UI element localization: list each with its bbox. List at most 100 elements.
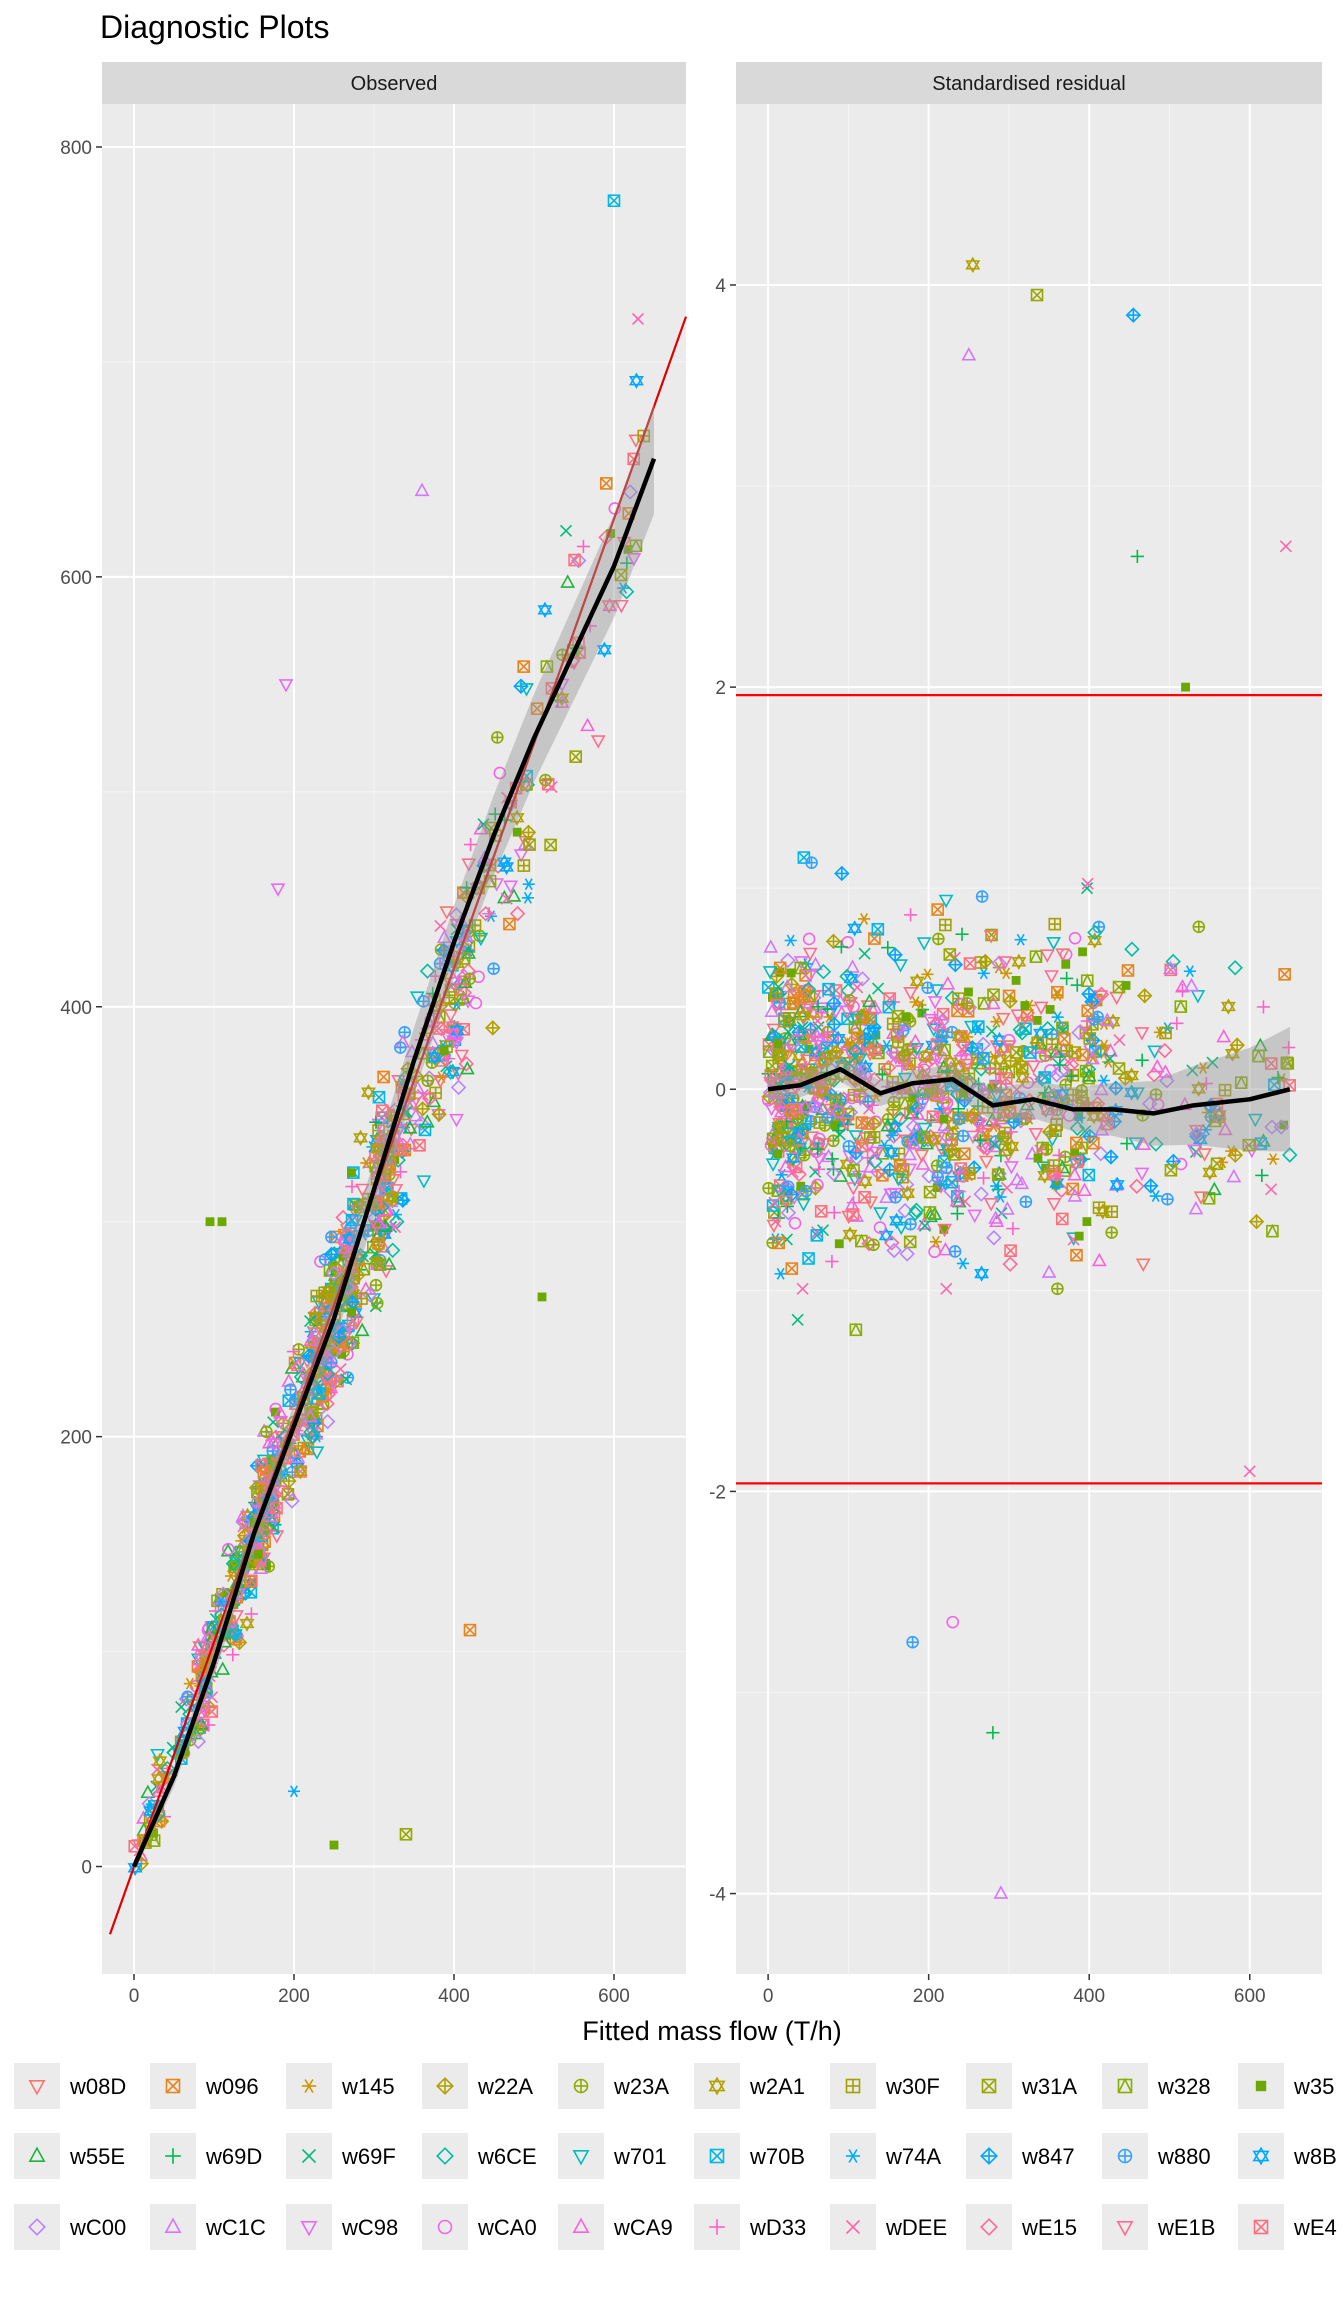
- y-tick-label: 200: [60, 1428, 92, 1449]
- y-tick-label: 2: [715, 678, 726, 699]
- legend: w08D w096 w145 w22A w23A w2A1 w30F w31A w328 w35 w…: [14, 2063, 1337, 2250]
- data-point: [867, 1238, 880, 1252]
- data-point: [235, 1508, 251, 1522]
- data-point: [193, 1716, 209, 1730]
- data-point: [901, 1012, 911, 1022]
- data-point: [948, 1245, 962, 1258]
- data-point: [461, 858, 477, 872]
- data-point: [408, 1107, 424, 1122]
- data-point: [222, 1542, 235, 1556]
- data-point: [935, 1029, 949, 1042]
- data-point: [249, 1518, 259, 1528]
- data-point: [245, 1574, 258, 1588]
- data-point: [1078, 947, 1087, 957]
- x-tick-label: 0: [763, 1986, 774, 2007]
- legend-item: w847: [966, 2133, 1075, 2179]
- data-point: [805, 856, 818, 869]
- data-point: [309, 1446, 325, 1460]
- observed-strip-label: Observed: [351, 73, 438, 95]
- legend-label: w328: [1157, 2074, 1211, 2099]
- data-point: [931, 1171, 945, 1184]
- x-tick-label: 0: [129, 1986, 140, 2007]
- data-point: [439, 1046, 449, 1055]
- legend-label: wE1B: [1157, 2215, 1215, 2240]
- data-point: [253, 1560, 268, 1574]
- legend-key: [1102, 2204, 1148, 2250]
- data-point: [345, 1179, 359, 1194]
- outlier-point: [906, 1635, 919, 1649]
- legend-label: w35: [1293, 2074, 1334, 2099]
- data-point: [1105, 1226, 1118, 1239]
- legend-item: w30F: [830, 2063, 940, 2109]
- legend-item: w701: [558, 2133, 667, 2179]
- data-point: [372, 1090, 386, 1104]
- legend-label: w096: [205, 2074, 259, 2099]
- data-point: [311, 1402, 327, 1418]
- data-point: [326, 1343, 342, 1360]
- legend-item: w69F: [286, 2133, 396, 2179]
- legend-key: [694, 2063, 740, 2109]
- data-point: [202, 1629, 217, 1643]
- data-point: [360, 1157, 373, 1169]
- legend-label: w23A: [613, 2074, 669, 2099]
- residual-y-axis: -4 -2 0 2 4: [709, 276, 736, 1906]
- data-point: [406, 1097, 422, 1111]
- data-point: [239, 1615, 255, 1632]
- data-point: [345, 1213, 359, 1227]
- data-point: [271, 1407, 280, 1417]
- residual-strip-label: Standardised residual: [932, 73, 1125, 95]
- legend-label: w69D: [205, 2144, 262, 2169]
- legend-item: w08D: [14, 2063, 126, 2109]
- x-tick-label: 600: [598, 1986, 630, 2007]
- legend-item: wC00: [14, 2204, 126, 2250]
- outlier-point: [537, 1292, 547, 1302]
- data-point: [398, 1026, 411, 1039]
- x-tick-label: 400: [438, 1986, 470, 2007]
- data-point: [1058, 1150, 1072, 1164]
- data-point: [450, 1079, 467, 1096]
- legend-label: w30F: [885, 2074, 940, 2099]
- data-point: [421, 1074, 435, 1088]
- legend-label: w6CE: [477, 2144, 537, 2169]
- legend-key: [422, 2133, 468, 2179]
- outlier-point: [205, 1217, 215, 1227]
- data-point: [773, 1039, 783, 1049]
- data-point: [284, 1383, 297, 1396]
- data-point: [417, 995, 430, 1008]
- legend-item: w31A: [966, 2063, 1077, 2109]
- legend-symbol: [573, 2078, 589, 2094]
- data-point: [419, 963, 436, 979]
- x-tick-label: 600: [1234, 1986, 1266, 2007]
- outlier-point: [329, 1840, 339, 1850]
- x-tick-label: 200: [913, 1986, 945, 2007]
- data-point: [235, 1514, 252, 1530]
- data-point: [786, 968, 796, 978]
- data-point: [413, 1139, 426, 1152]
- legend-label: wDEE: [885, 2215, 947, 2240]
- data-point: [181, 1690, 194, 1704]
- legend-label: w08D: [69, 2074, 126, 2099]
- data-point: [301, 1442, 315, 1456]
- data-point: [277, 1468, 290, 1481]
- data-point: [1192, 920, 1206, 934]
- data-point: [346, 1335, 360, 1350]
- data-point: [307, 1327, 323, 1341]
- data-point: [975, 890, 989, 903]
- legend-item: w69D: [150, 2133, 262, 2179]
- observed-strip: [102, 62, 686, 104]
- x-tick-label: 200: [278, 1986, 310, 2007]
- x-axes: 0 200 400 600 0 200 400 600: [129, 1974, 1266, 2007]
- legend-key: [558, 2133, 604, 2179]
- legend-item: wC98: [286, 2204, 398, 2250]
- data-point: [964, 987, 973, 997]
- data-point: [1121, 981, 1131, 990]
- data-point: [347, 1168, 356, 1177]
- data-point: [1074, 1231, 1084, 1241]
- legend-label: wC1C: [205, 2215, 266, 2240]
- legend-label: w31A: [1021, 2074, 1077, 2099]
- data-point: [290, 1357, 306, 1372]
- legend-key: [558, 2204, 604, 2250]
- data-point: [370, 1296, 384, 1310]
- legend-label: w69F: [341, 2144, 396, 2169]
